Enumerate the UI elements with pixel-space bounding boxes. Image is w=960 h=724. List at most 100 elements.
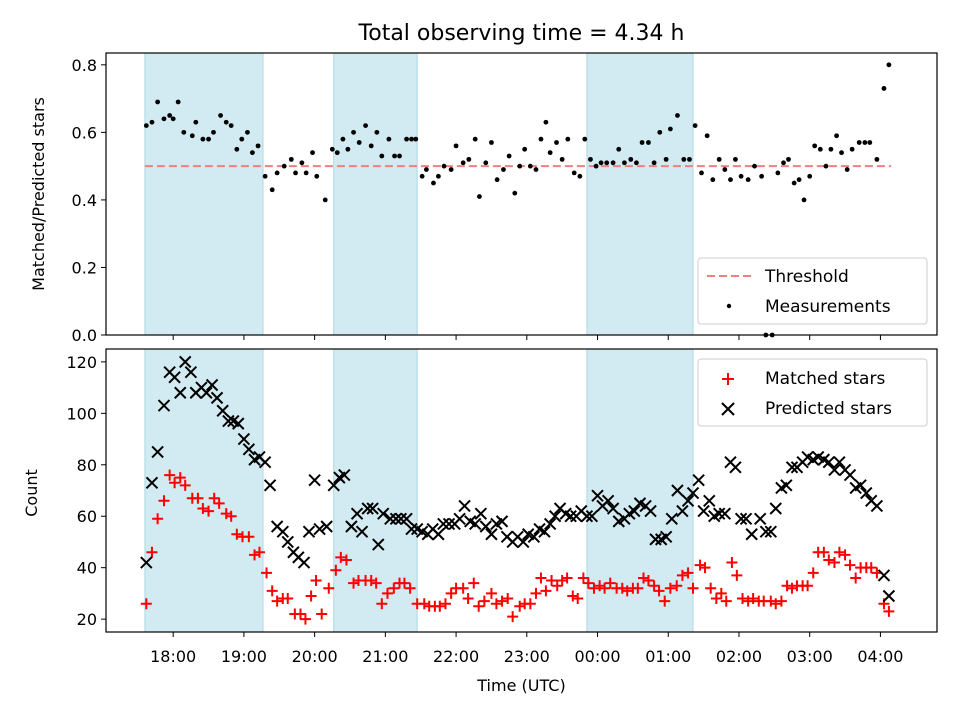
measurements-point bbox=[466, 156, 472, 162]
measurements-point bbox=[255, 143, 261, 149]
matched-stars-point bbox=[540, 585, 552, 597]
measurements-point bbox=[239, 136, 245, 142]
measurements-point bbox=[728, 177, 733, 183]
predicted-stars-point bbox=[712, 507, 726, 520]
predicted-stars-point bbox=[297, 556, 311, 569]
top-y-tick-label: 0.2 bbox=[72, 258, 97, 277]
matched-stars-point bbox=[572, 593, 584, 605]
matched-stars-point bbox=[249, 549, 261, 561]
measurements-point bbox=[368, 143, 374, 149]
x-tick-label: 18:00 bbox=[150, 647, 196, 666]
predicted-stars-point bbox=[585, 510, 599, 523]
top-panel: 0.0 0.2 0.4 0.6 0.8 bbox=[72, 52, 938, 345]
measurements-point bbox=[571, 170, 577, 176]
measurements-point bbox=[404, 136, 409, 142]
measurements-point bbox=[527, 163, 533, 169]
x-tick-label: 00:00 bbox=[574, 647, 620, 666]
top-shaded-interval-2 bbox=[586, 52, 694, 336]
matched-stars-point bbox=[388, 582, 400, 594]
measurements-point bbox=[310, 150, 315, 156]
measurements-point bbox=[628, 156, 634, 162]
measurements-point bbox=[460, 160, 466, 166]
matched-stars-point bbox=[594, 580, 606, 592]
predicted-stars-point bbox=[345, 520, 358, 533]
matched-stars-point bbox=[305, 590, 317, 602]
matched-stars-point bbox=[225, 510, 237, 522]
measurements-point bbox=[379, 153, 385, 159]
matched-stars-point bbox=[197, 503, 209, 515]
measurements-point bbox=[453, 143, 459, 149]
matched-stars-point bbox=[577, 572, 589, 584]
measurements-point bbox=[733, 156, 738, 162]
measurements-point bbox=[657, 129, 663, 135]
measurements-point bbox=[543, 119, 549, 125]
matched-stars-point bbox=[514, 600, 526, 612]
matched-stars-point bbox=[376, 598, 388, 610]
measurements-point bbox=[704, 133, 710, 139]
measurements-point bbox=[175, 99, 181, 105]
predicted-stars-point bbox=[854, 479, 867, 492]
predicted-stars-point bbox=[703, 494, 716, 507]
measurements-point bbox=[506, 153, 512, 159]
measurements-point bbox=[752, 163, 757, 169]
matched-stars-point bbox=[203, 505, 215, 517]
matched-stars-point bbox=[781, 580, 793, 592]
top-y-tick-label: 0.6 bbox=[72, 123, 97, 142]
measurements-point bbox=[722, 167, 728, 172]
predicted-stars-point bbox=[432, 528, 445, 541]
predicted-stars-point bbox=[157, 399, 171, 412]
predicted-stars-point bbox=[729, 461, 742, 474]
predicted-stars-point bbox=[222, 414, 235, 428]
predicted-stars-point bbox=[263, 479, 277, 492]
predicted-stars-point bbox=[184, 365, 198, 379]
top-y-tick-label: 0.8 bbox=[72, 56, 97, 75]
measurements-point bbox=[489, 140, 494, 145]
measurements-point bbox=[274, 170, 280, 176]
measurements-point bbox=[477, 194, 482, 199]
matched-stars-point bbox=[299, 613, 311, 625]
measurements-point bbox=[206, 136, 211, 142]
measurements-point bbox=[622, 160, 627, 166]
matched-stars-point bbox=[535, 572, 547, 584]
measurements-point bbox=[245, 129, 250, 135]
matched-stars-point bbox=[561, 572, 573, 584]
matched-stars-point bbox=[478, 595, 490, 607]
predicted-stars-point bbox=[860, 486, 873, 500]
measurements-point bbox=[538, 136, 544, 142]
matched-stars-point bbox=[604, 577, 616, 589]
measurements-point bbox=[844, 167, 850, 172]
predicted-stars-point bbox=[355, 525, 369, 538]
legend-threshold-label: Threshold bbox=[764, 267, 849, 287]
measurements-point bbox=[314, 173, 320, 179]
matched-stars-point bbox=[348, 577, 360, 589]
predicted-stars-point bbox=[389, 512, 403, 526]
measurements-point bbox=[413, 136, 419, 142]
predicted-stars-point bbox=[210, 391, 224, 405]
measurements-point bbox=[616, 146, 622, 152]
predicted-stars-point bbox=[686, 486, 700, 500]
predicted-stars-point bbox=[151, 445, 164, 459]
predicted-stars-point bbox=[479, 520, 492, 533]
predicted-stars-point bbox=[882, 589, 896, 603]
predicted-stars-point bbox=[232, 417, 245, 430]
measurements-point bbox=[667, 126, 673, 132]
predicted-stars-point bbox=[759, 525, 773, 538]
matched-stars-point bbox=[786, 582, 798, 594]
matched-stars-point bbox=[208, 492, 220, 504]
measurements-point bbox=[801, 197, 807, 203]
matched-stars-point bbox=[192, 492, 204, 504]
matched-stars-point bbox=[146, 546, 158, 558]
bottom-y-tick-label: 40 bbox=[77, 559, 97, 578]
matched-stars-point bbox=[335, 551, 347, 563]
x-tick-label: 20:00 bbox=[292, 647, 338, 666]
measurements-point bbox=[472, 136, 478, 142]
predicted-stars-point bbox=[372, 538, 385, 551]
predicted-stars-point bbox=[140, 556, 153, 569]
matched-stars-point bbox=[731, 569, 743, 581]
matched-stars-point bbox=[169, 477, 181, 489]
measurements-point bbox=[828, 146, 834, 152]
measurements-point bbox=[334, 150, 340, 156]
matched-stars-point bbox=[266, 585, 278, 597]
measurements-point bbox=[322, 197, 328, 203]
predicted-stars-point bbox=[517, 535, 530, 549]
